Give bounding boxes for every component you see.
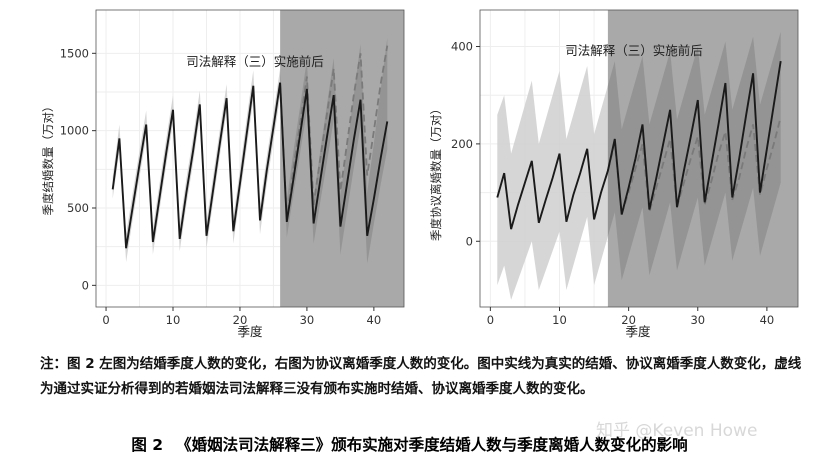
x-tick-label: 30 — [690, 313, 705, 327]
y-tick-label: 200 — [451, 137, 473, 151]
y-tick-label: 1000 — [60, 124, 89, 138]
marriage-chart: 0 10 20 30 40 0 500 1000 1500 司法解释（三）实施前后 季度 季度结… — [41, 9, 405, 339]
y-tick-label: 500 — [67, 201, 89, 215]
plot-border — [95, 9, 405, 308]
x-tick-label: 10 — [552, 313, 567, 327]
figure-note: 注：图 2 左图为结婚季度人数的变化，右图为协议离婚季度人数的变化。图中实线为真… — [40, 352, 810, 402]
chart-annotation: 司法解释（三）实施前后 — [565, 43, 703, 58]
actual-line — [496, 60, 782, 230]
x-tick-label: 0 — [487, 313, 494, 327]
figure-caption: 图 2 《婚姻法司法解释三》颁布实施对季度结婚人数与季度离婚人数变化的影响 — [131, 436, 688, 454]
y-tick-label: 1500 — [60, 46, 89, 60]
x-axis-label: 季度 — [625, 324, 651, 339]
x-tick-label: 40 — [367, 313, 382, 327]
y-axis-label: 季度结婚数量（万对） — [41, 101, 55, 216]
note-lead: 注： — [40, 356, 67, 372]
x-tick-label: 10 — [166, 313, 181, 327]
y-tick-label: 400 — [451, 40, 473, 54]
actual-line — [111, 82, 389, 249]
y-tick-label: 0 — [82, 278, 89, 292]
chart-annotation: 司法解释（三）实施前后 — [186, 54, 324, 69]
x-tick-label: 0 — [102, 313, 109, 327]
y-axis-label: 季度协议离婚数量（万对） — [429, 103, 443, 241]
x-tick-label: 30 — [300, 313, 315, 327]
x-axis-label: 季度 — [237, 324, 263, 339]
confidence-band-post — [607, 31, 781, 281]
plot-border — [479, 9, 799, 308]
watermark: 知乎 @Keven Howe — [596, 421, 758, 441]
note-text: 图 2 左图为结婚季度人数的变化，右图为协议离婚季度人数的变化。图中实线为真实的… — [40, 356, 802, 397]
x-tick-label: 20 — [233, 313, 248, 327]
x-tick-label: 40 — [760, 313, 775, 327]
y-tick-label: 0 — [466, 234, 473, 248]
x-tick-label: 20 — [621, 313, 636, 327]
